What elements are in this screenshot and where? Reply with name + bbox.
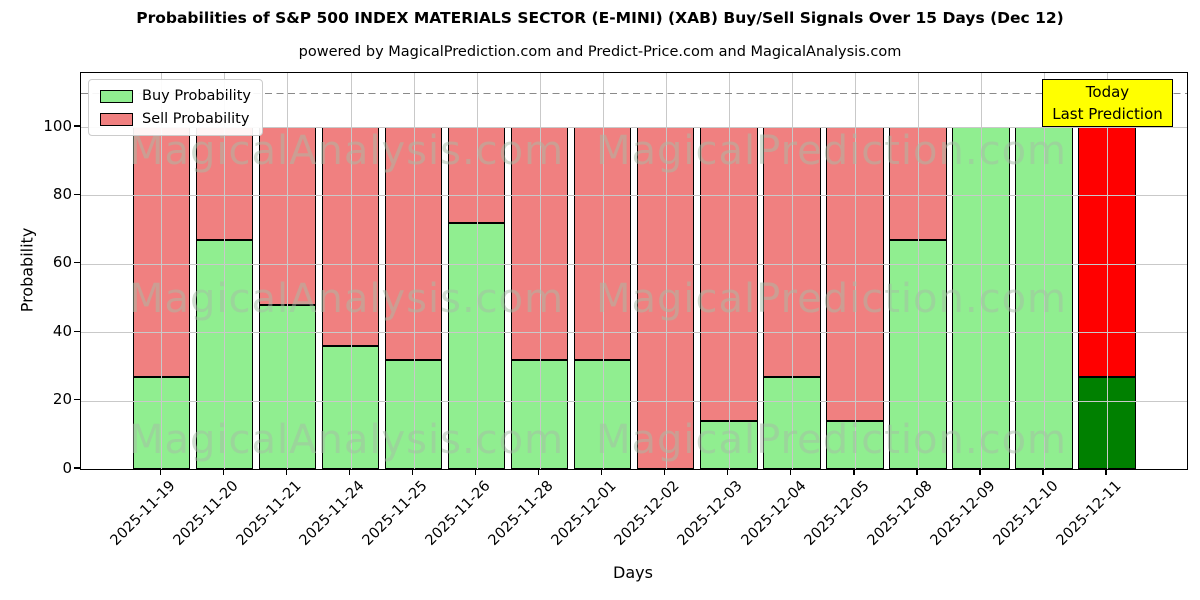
vertical-gridline [980, 73, 982, 469]
x-axis-title: Days [613, 563, 653, 582]
x-tick-mark [537, 469, 540, 475]
x-tick-mark [727, 469, 729, 475]
legend-item-sell: Sell Probability [100, 111, 251, 127]
vertical-gridline [413, 73, 415, 469]
y-tick-label: 20 [52, 390, 72, 409]
x-tick-mark [474, 469, 477, 475]
x-tick-mark [916, 469, 918, 475]
vertical-gridline [539, 73, 541, 469]
vertical-gridline [161, 73, 163, 469]
x-tick-mark [285, 469, 288, 475]
today-annotation-line1: Today [1085, 82, 1130, 101]
sell-probability-swatch [100, 112, 133, 126]
x-tick-label: 2025-12-03 [675, 478, 747, 549]
x-tick-label: 2025-11-26 [423, 478, 494, 549]
x-tick-mark [790, 469, 792, 475]
x-tick-label: 2025-12-02 [612, 478, 684, 549]
today-annotation: Today Last Prediction [1042, 79, 1173, 127]
vertical-gridline [917, 73, 919, 469]
horizontal-gridline [81, 127, 1187, 128]
dashed-threshold-line [81, 92, 1187, 95]
x-tick-mark [159, 469, 162, 475]
vertical-gridline [665, 73, 667, 469]
x-tick-label: 2025-12-08 [864, 478, 936, 549]
horizontal-gridline [81, 400, 1187, 402]
x-tick-mark [411, 469, 414, 475]
buy-probability-swatch [100, 89, 133, 103]
x-tick-label: 2025-11-21 [233, 478, 305, 549]
x-tick-label: 2025-12-10 [990, 478, 1062, 549]
legend-item-buy: Buy Probability [100, 88, 251, 104]
x-tick-mark [348, 469, 351, 475]
chart-subtitle: powered by MagicalPrediction.com and Pre… [298, 44, 902, 60]
horizontal-gridline [81, 332, 1187, 334]
plot-area: Buy Probability Sell Probability Today L… [80, 72, 1188, 470]
y-tick-label: 40 [52, 321, 72, 340]
vertical-gridline [287, 73, 289, 469]
vertical-gridline [350, 73, 352, 469]
today-annotation-line2: Last Prediction [1052, 105, 1163, 123]
x-tick-mark [853, 469, 855, 475]
vertical-gridline [602, 73, 604, 469]
x-tick-label: 2025-12-09 [927, 478, 999, 549]
x-tick-label: 2025-12-01 [549, 478, 621, 549]
vertical-gridline [476, 73, 478, 469]
y-tick-mark [74, 398, 80, 401]
x-tick-label: 2025-11-24 [296, 478, 368, 549]
x-tick-label: 2025-11-28 [486, 478, 557, 549]
vertical-gridline [854, 73, 856, 469]
x-tick-label: 2025-11-19 [107, 478, 179, 549]
x-tick-mark [664, 469, 666, 475]
chart-title: Probabilities of S&P 500 INDEX MATERIALS… [136, 9, 1064, 27]
vertical-gridline [1107, 73, 1108, 469]
legend-label-sell: Sell Probability [142, 111, 250, 127]
vertical-gridline [728, 73, 730, 469]
x-tick-label: 2025-12-04 [738, 478, 810, 549]
legend-label-buy: Buy Probability [142, 88, 251, 104]
x-tick-label: 2025-11-20 [170, 478, 242, 549]
x-tick-label: 2025-12-11 [1053, 478, 1125, 549]
y-tick-mark [74, 125, 80, 127]
horizontal-gridline [81, 263, 1187, 265]
y-tick-mark [74, 467, 80, 469]
legend: Buy Probability Sell Probability [88, 79, 263, 136]
vertical-gridline [224, 73, 226, 469]
y-tick-mark [74, 262, 80, 264]
x-tick-mark [979, 469, 981, 475]
y-tick-label: 60 [52, 253, 72, 272]
x-tick-mark [1105, 469, 1107, 475]
vertical-gridline [791, 73, 793, 469]
x-tick-mark [1042, 469, 1044, 475]
x-tick-label: 2025-12-05 [801, 478, 873, 549]
horizontal-gridline [81, 195, 1187, 197]
x-tick-mark [600, 469, 603, 475]
y-tick-label: 100 [43, 116, 72, 135]
x-tick-mark [222, 469, 225, 475]
y-tick-mark [74, 330, 80, 332]
y-tick-label: 0 [62, 458, 72, 477]
y-tick-mark [74, 193, 80, 196]
x-tick-label: 2025-11-25 [359, 478, 431, 549]
y-tick-label: 80 [52, 184, 72, 203]
vertical-gridline [1043, 73, 1045, 469]
